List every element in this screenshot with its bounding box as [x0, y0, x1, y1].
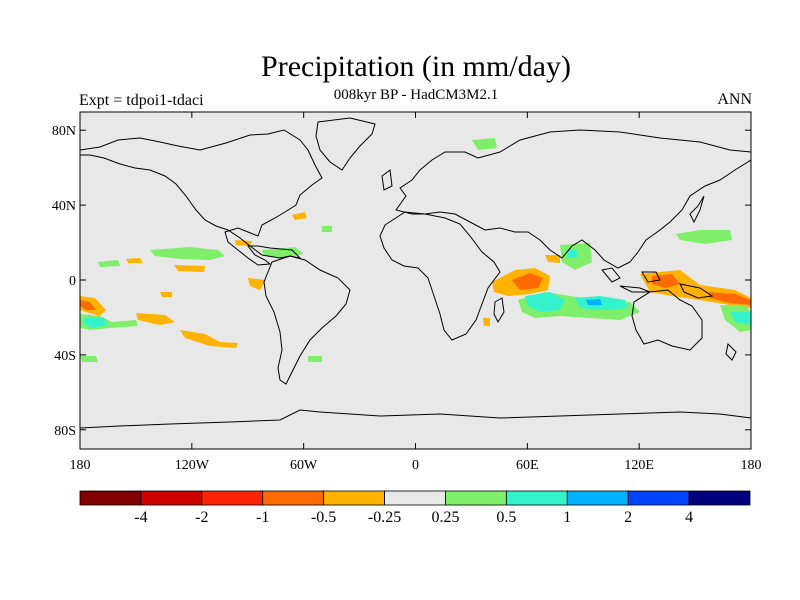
colorbar-label: 0.5 — [496, 509, 516, 526]
japan-coast — [689, 195, 705, 224]
anomaly-patch — [512, 273, 543, 290]
australia-coast — [631, 289, 703, 351]
anomaly-patch — [80, 300, 96, 310]
anomaly-patch — [322, 226, 332, 232]
uk-coast — [381, 169, 393, 191]
madagascar-coast — [493, 297, 505, 324]
africa-coast — [379, 211, 501, 341]
anomaly-patch — [566, 250, 578, 258]
colorbar-label: -1 — [256, 509, 269, 526]
colorbar-label: -0.25 — [368, 509, 401, 526]
x-tick-label: 120W — [175, 458, 210, 473]
colorbar-swatch — [201, 490, 264, 506]
antarctica-coast — [80, 409, 751, 429]
axes-layer: 80N 40N 0 40S 80S 180 120W 60W 0 60E 120E 180 — [52, 112, 762, 473]
x-tick-label: 60W — [290, 458, 318, 473]
colorbar-swatch — [384, 490, 446, 506]
colorbar-label: -2 — [195, 509, 208, 526]
map-background — [80, 112, 751, 449]
colorbar-label: -4 — [134, 509, 147, 526]
colorbar-swatch — [445, 490, 507, 506]
colorbar-swatch — [505, 490, 568, 506]
coastlines — [80, 117, 751, 429]
season-label: ANN — [717, 91, 752, 108]
anomaly-patch — [174, 265, 205, 272]
anomaly-patch — [126, 258, 143, 263]
anomaly-patch — [308, 356, 322, 362]
indonesia-coast — [601, 267, 714, 299]
colorbar-label: 1 — [563, 509, 571, 526]
y-tick-label: 40N — [52, 199, 76, 214]
colorbar-label: 4 — [685, 509, 693, 526]
anomaly-patch — [80, 356, 98, 362]
colorbar-swatch — [79, 490, 142, 506]
colorbar: -4 -2 -1 -0.5 -0.25 0.25 0.5 1 2 4 — [79, 490, 751, 526]
eurasia-coast — [395, 129, 751, 269]
anomaly-patch — [136, 313, 175, 325]
colorbar-swatch — [140, 490, 203, 506]
anomaly-patch — [84, 318, 108, 328]
x-tick-label: 0 — [412, 458, 419, 473]
anomaly-patch — [150, 247, 225, 260]
south-america-coast — [263, 255, 351, 385]
colorbar-swatch — [262, 490, 325, 506]
anomaly-patch — [248, 278, 266, 290]
anomaly-patch — [708, 292, 751, 305]
anomaly-patch — [98, 260, 120, 267]
experiment-label: Expt = tdpoi1-tdaci — [79, 92, 204, 109]
colorbar-label: -0.5 — [311, 509, 336, 526]
map-subtitle: 008kyr BP - HadCM3M2.1 — [333, 87, 499, 103]
anomaly-patch — [472, 138, 497, 150]
anomaly-patch — [525, 292, 565, 312]
anomaly-patch — [160, 292, 172, 297]
x-tick-label: 120E — [624, 458, 654, 473]
anomaly-patch — [676, 230, 732, 244]
colorbar-swatch — [323, 490, 385, 506]
anomaly-patch — [730, 312, 751, 325]
north-america-coast — [80, 129, 323, 266]
y-tick-label: 80S — [54, 424, 76, 439]
anomaly-patch — [545, 255, 560, 263]
new-zealand-coast — [725, 342, 737, 361]
y-tick-label: 0 — [69, 274, 76, 289]
anomaly-patch — [586, 299, 602, 305]
anomaly-patch — [575, 296, 628, 310]
x-tick-label: 60E — [516, 458, 539, 473]
greenland-coast — [315, 117, 376, 171]
colorbar-swatch — [566, 490, 629, 506]
anomaly-patch — [262, 247, 304, 258]
anomaly-patch — [180, 330, 238, 348]
x-tick-label: 180 — [741, 458, 762, 473]
colorbar-label: 0.25 — [431, 509, 459, 526]
y-tick-label: 40S — [54, 349, 76, 364]
colorbar-swatch — [627, 490, 690, 506]
y-tick-label: 80N — [52, 124, 76, 139]
anomaly-patch — [292, 212, 307, 220]
colorbar-label: 2 — [624, 509, 632, 526]
x-tick-label: 180 — [70, 458, 91, 473]
colorbar-swatch — [688, 490, 751, 506]
anomaly-patches — [80, 138, 751, 362]
map-title: Precipitation (in mm/day) — [261, 50, 571, 83]
anomaly-patch — [483, 318, 490, 326]
